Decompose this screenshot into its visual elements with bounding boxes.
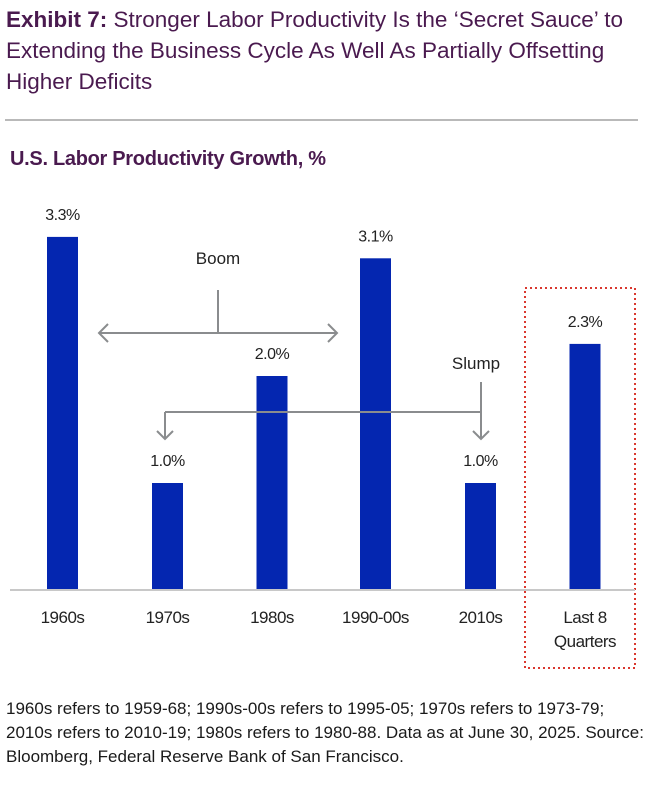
data-label: 3.1% [358, 228, 393, 245]
category-label: 1970s [146, 608, 190, 627]
slump-right-arrow-icon [472, 430, 490, 441]
slump-left-arrow-icon [156, 430, 174, 441]
category-label: 1960s [41, 608, 85, 627]
data-label: 3.3% [45, 207, 80, 224]
boom-bracket [99, 290, 337, 334]
bar-1990-00s [360, 258, 391, 590]
data-label: 2.3% [568, 314, 603, 331]
boom-right-arrow-icon [327, 323, 339, 343]
data-label: 1.0% [150, 453, 185, 470]
footnote: 1960s refers to 1959-68; 1990s-00s refer… [6, 699, 644, 766]
bar-1960s [47, 236, 78, 590]
bar-2010s [465, 483, 496, 590]
bar-1970s [152, 483, 183, 590]
exhibit-title: Exhibit 7: Stronger Labor Productivity I… [6, 4, 646, 97]
data-label: 2.0% [255, 346, 290, 363]
exhibit-title-text: Stronger Labor Productivity Is the ‘Secr… [6, 7, 623, 94]
bar-last-8-quarters [569, 343, 601, 590]
data-label: 1.0% [463, 453, 498, 470]
bar-1980s [256, 376, 288, 590]
annotation-slump: Slump [452, 354, 500, 373]
category-label: 1990-00s [342, 608, 409, 627]
boom-left-arrow-icon [97, 323, 109, 343]
category-label: 1980s [250, 608, 294, 627]
category-label: Quarters [554, 632, 616, 651]
slump-bracket [164, 382, 482, 439]
category-label: 2010s [459, 608, 503, 627]
category-label: Last 8 [563, 608, 606, 627]
highlight-box [524, 287, 636, 669]
divider [5, 119, 638, 121]
chart-title: U.S. Labor Productivity Growth, % [10, 148, 326, 170]
exhibit-label: Exhibit 7: [6, 7, 108, 32]
annotation-boom: Boom [196, 249, 240, 268]
